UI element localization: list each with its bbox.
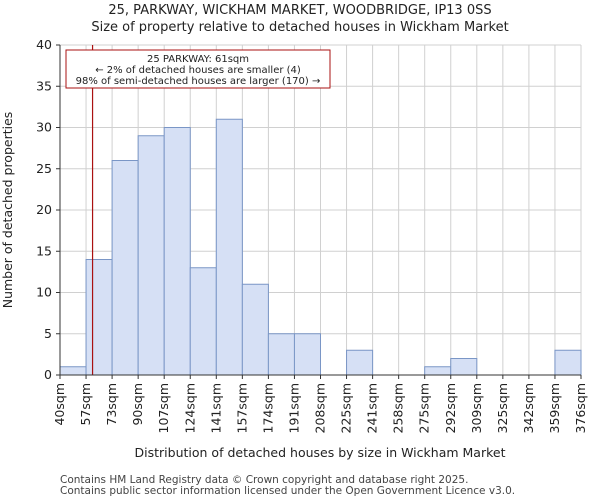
annotation-box (65, 49, 331, 89)
y-tick-label: 25 (36, 161, 52, 176)
y-tick-label: 20 (36, 202, 52, 217)
annotation-layer: 25 PARKWAY: 61sqm← 2% of detached houses… (65, 49, 331, 89)
bar-107sqm (163, 127, 191, 376)
y-tick-label: 30 (36, 120, 52, 135)
bar-layer (59, 118, 582, 376)
chart-subtitle: Size of property relative to detached ho… (91, 20, 509, 35)
bar-174sqm (267, 333, 295, 376)
annotation-line1: 25 PARKWAY: 61sqm (147, 54, 249, 65)
bar-359sqm (554, 349, 582, 376)
x-tick-label: 309sqm (469, 383, 484, 433)
bar-73sqm (111, 160, 139, 376)
x-tick-label: 241sqm (365, 383, 380, 433)
x-tick-label: 57sqm (78, 383, 93, 426)
x-tick-label: 376sqm (573, 383, 588, 433)
x-tick-label: 208sqm (313, 383, 328, 433)
bar-124sqm (189, 267, 217, 376)
y-tick-label: 35 (36, 78, 52, 93)
bar-141sqm (215, 118, 243, 376)
y-tick-label: 15 (36, 243, 52, 258)
annotation-line2: ← 2% of detached houses are smaller (4) (95, 65, 301, 76)
x-tick-label: 292sqm (443, 383, 458, 433)
y-tick-label: 5 (44, 326, 52, 341)
x-tick-label: 90sqm (130, 383, 145, 426)
bar-40sqm (59, 366, 87, 376)
x-tick-label: 40sqm (52, 383, 67, 426)
axis-layer: 0 5 10 15 20 25 30 35 40 40sqm 57sqm 73sqm 90sqm 107s… (36, 37, 588, 433)
y-tick-label: 0 (44, 367, 52, 382)
x-tick-label: 359sqm (547, 383, 562, 433)
x-tick-label: 342sqm (521, 383, 536, 433)
bar-275sqm (424, 366, 452, 376)
bar-292sqm (450, 358, 478, 376)
x-tick-label: 258sqm (391, 383, 406, 433)
bar-157sqm (241, 283, 269, 376)
x-tick-label: 73sqm (104, 383, 119, 426)
y-tick-label: 40 (36, 37, 52, 52)
x-axis-label: Distribution of detached houses by size … (135, 445, 506, 460)
x-tick-label: 124sqm (182, 383, 197, 433)
bar-90sqm (137, 135, 165, 376)
bar-57sqm (85, 259, 113, 376)
x-tick-label: 275sqm (417, 383, 432, 433)
bar-191sqm (293, 333, 322, 376)
x-tick-label: 157sqm (234, 383, 249, 433)
x-tick-label: 141sqm (208, 383, 223, 433)
y-axis-label: Number of detached properties (0, 112, 15, 309)
x-tick-label: 191sqm (286, 383, 301, 433)
footer-copyright: Contains HM Land Registry data © Crown c… (60, 474, 469, 486)
x-tick-label: 107sqm (156, 383, 171, 433)
chart-title: 25, PARKWAY, WICKHAM MARKET, WOODBRIDGE,… (108, 3, 492, 18)
x-tick-label: 225sqm (339, 383, 354, 433)
x-tick-label: 325sqm (495, 383, 510, 433)
footer-licence: Contains public sector information licen… (60, 485, 516, 497)
annotation-line3: 98% of semi-detached houses are larger (… (76, 76, 321, 87)
y-tick-label: 10 (36, 285, 52, 300)
bar-225sqm (346, 349, 374, 376)
x-tick-label: 174sqm (260, 383, 275, 433)
